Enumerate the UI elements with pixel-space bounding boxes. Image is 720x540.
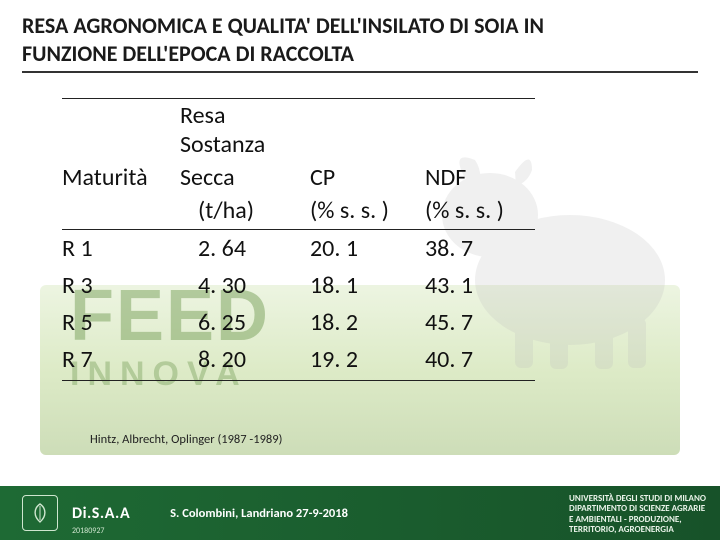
col-header-resa-word1: ResaSostanza [180,99,310,162]
cell-resa: 4. 30 [180,267,310,304]
footer-subdate: 20180927 [72,526,104,536]
source-citation: Hintz, Albrecht, Oplinger (1987 -1989) [90,432,282,447]
footer-reference: S. Colombini, Landriano 27-9-2018 [170,506,348,521]
footer-affiliation: UNIVERSITÀ DEGLI STUDI DI MILANO DIPARTI… [569,494,706,535]
cell-maturita: R 7 [62,341,180,381]
cell-resa: 2. 64 [180,230,310,268]
data-table: Maturità ResaSostanza Secca CP NDF (t/ha… [62,98,535,381]
col-header-ndf-blank [425,99,535,162]
col-header-resa-word2: Secca [180,161,310,194]
col-unit-maturita [62,194,180,230]
footer-disaa: Di.S.A.A [72,504,130,523]
footer-bar: Di.S.A.A 20180927 S. Colombini, Landrian… [0,486,720,540]
cell-maturita: R 1 [62,230,180,268]
cell-ndf: 40. 7 [425,341,535,381]
cell-ndf: 45. 7 [425,304,535,341]
cell-ndf: 38. 7 [425,230,535,268]
table-row: R 5 6. 25 18. 2 45. 7 [62,304,535,341]
cell-resa: 6. 25 [180,304,310,341]
col-unit-resa: (t/ha) [180,194,310,230]
cell-resa: 8. 20 [180,341,310,381]
col-unit-ndf: (% s. s. ) [425,194,535,230]
cell-cp: 20. 1 [310,230,425,268]
data-table-wrap: Maturità ResaSostanza Secca CP NDF (t/ha… [62,98,535,381]
table-row: R 1 2. 64 20. 1 38. 7 [62,230,535,268]
leaf-icon [22,495,58,531]
cell-ndf: 43. 1 [425,267,535,304]
table-row: R 7 8. 20 19. 2 40. 7 [62,341,535,381]
col-header-cp: CP [310,161,425,194]
cell-maturita: R 3 [62,267,180,304]
title-line2: FUNZIONE DELL'EPOCA DI RACCOLTA [22,40,698,68]
table-row: R 3 4. 30 18. 1 43. 1 [62,267,535,304]
col-header-cp-blank [310,99,425,162]
slide-root: FEED INNOVA RESA AGRONOMICA E QUALITA' D… [0,0,720,540]
title-underline [22,71,698,73]
col-header-ndf: NDF [425,161,535,194]
col-unit-cp: (% s. s. ) [310,194,425,230]
col-header-maturita: Maturità [62,99,180,195]
affil-l4: TERRITORIO, AGROENERGIA [569,525,706,535]
title-block: RESA AGRONOMICA E QUALITA' DELL'INSILATO… [22,12,698,73]
cell-maturita: R 5 [62,304,180,341]
title-line1: RESA AGRONOMICA E QUALITA' DELL'INSILATO… [22,12,698,40]
cell-cp: 19. 2 [310,341,425,381]
cell-cp: 18. 2 [310,304,425,341]
cell-cp: 18. 1 [310,267,425,304]
